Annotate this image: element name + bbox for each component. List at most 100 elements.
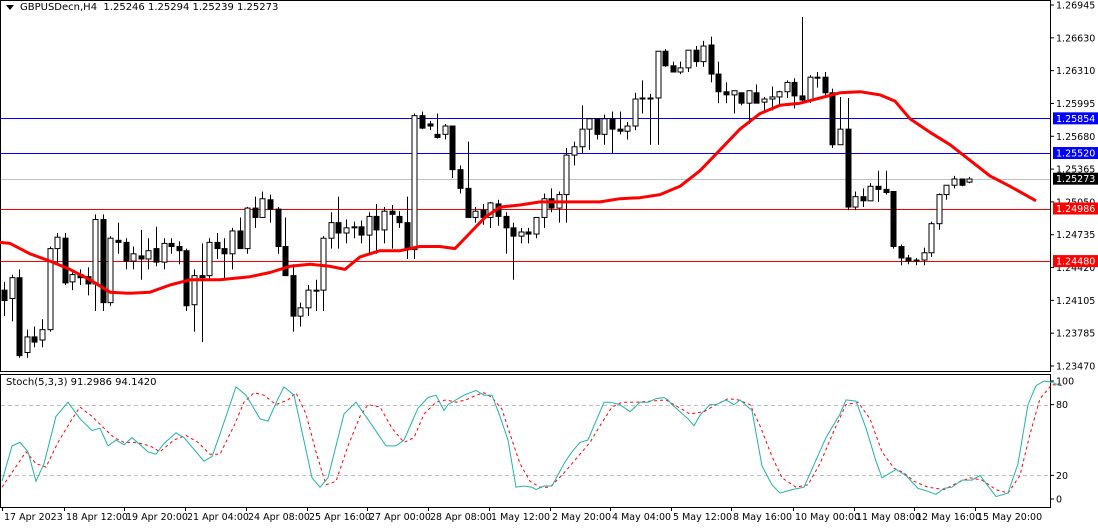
bear-candle <box>100 219 107 304</box>
bull-candle <box>39 329 46 341</box>
bull-candle <box>297 307 304 317</box>
stoch-tick-label: 0 <box>1056 495 1062 506</box>
bull-candle <box>518 231 525 237</box>
bull-candle <box>107 237 114 304</box>
bull-candle <box>244 207 251 250</box>
time-tick-label: 17 Apr 2023 <box>4 512 63 523</box>
price-level-label: 1.24986 <box>1056 204 1095 215</box>
bear-candle <box>267 199 274 210</box>
bull-candle <box>837 128 844 146</box>
bear-candle <box>275 208 282 248</box>
bear-candle <box>693 49 700 63</box>
bear-candle <box>791 81 798 97</box>
stoch-pane-border <box>0 374 1051 508</box>
price-level-label: 1.25520 <box>1056 149 1095 160</box>
bull-candle <box>229 230 236 255</box>
bear-candle <box>221 248 228 255</box>
bear-candle <box>548 198 555 209</box>
bear-candle <box>214 241 221 250</box>
bear-candle <box>860 196 867 202</box>
bear-candle <box>594 118 601 135</box>
bull-candle <box>928 223 935 254</box>
symbol-header: GBPUSDecn,H4 1.25246 1.25294 1.25239 1.2… <box>6 2 278 13</box>
bull-candle <box>381 210 388 231</box>
bear-candle <box>427 123 434 127</box>
time-tick-label: 28 Apr 08:00 <box>430 512 492 523</box>
bear-candle <box>845 128 852 208</box>
bear-candle <box>670 65 677 73</box>
bear-candle <box>875 185 882 190</box>
bear-candle <box>738 92 745 104</box>
price-tick-label: 1.26630 <box>1056 33 1095 44</box>
bull-candle <box>351 226 358 229</box>
stoch-tick-label: 100 <box>1056 377 1074 388</box>
time-tick-label: 25 Apr 16:00 <box>309 512 371 523</box>
bear-candle <box>176 246 183 252</box>
bear-candle <box>282 246 289 277</box>
bear-candle <box>358 226 365 236</box>
time-tick-label: 1 May 12:00 <box>491 512 550 523</box>
bear-candle <box>404 222 411 251</box>
price-level-label: 1.25273 <box>1056 174 1095 185</box>
symbol-name: GBPUSDecn,H4 <box>20 2 98 13</box>
price-level-label: 1.25854 <box>1056 114 1095 125</box>
bear-candle <box>883 188 890 194</box>
bear-candle <box>753 92 760 104</box>
bull-candle <box>601 118 608 135</box>
bull-candle <box>951 178 958 186</box>
bull-candle <box>305 289 312 309</box>
bull-candle <box>769 96 776 100</box>
bull-candle <box>921 252 928 261</box>
bear-candle <box>708 44 715 75</box>
bear-candle <box>715 73 722 93</box>
bull-candle <box>472 210 479 218</box>
price-level-tag <box>1053 202 1098 215</box>
bear-candle <box>16 277 23 357</box>
price-tick-label: 1.24105 <box>1056 296 1095 307</box>
bull-candle <box>161 242 168 263</box>
bull-candle <box>776 91 783 98</box>
bull-candle <box>731 90 738 96</box>
bull-candle <box>647 97 654 100</box>
bull-candle <box>639 97 646 100</box>
dropdown-triangle-icon[interactable] <box>6 4 14 10</box>
bull-candle <box>784 81 791 93</box>
stoch-tick-label: 20 <box>1056 471 1068 482</box>
time-tick-label: 18 Apr 12:00 <box>66 512 128 523</box>
stoch-signal-line <box>1 383 1063 494</box>
bear-candle <box>434 133 441 138</box>
bull-candle <box>328 222 335 239</box>
stoch-main-line <box>1 380 1061 498</box>
time-tick-label: 10 May 00:00 <box>795 512 860 523</box>
bull-candle <box>746 90 753 104</box>
time-tick-label: 12 May 16:00 <box>916 512 981 523</box>
bear-candle <box>662 50 669 67</box>
bull-candle <box>867 185 874 202</box>
price-tick-label: 1.26945 <box>1056 1 1095 12</box>
price-tick-label: 1.25365 <box>1056 165 1095 176</box>
bull-candle <box>632 98 639 127</box>
bull-candle <box>9 277 16 299</box>
bull-candle <box>145 250 152 260</box>
bull-candle <box>533 216 540 235</box>
bear-candle <box>890 190 897 248</box>
bull-candle <box>343 227 350 234</box>
bull-candle <box>579 128 586 148</box>
bull-candle <box>761 98 768 103</box>
bear-candle <box>449 125 456 171</box>
bull-candle <box>54 236 61 250</box>
bear-candle <box>153 248 160 263</box>
bull-candle <box>69 274 76 283</box>
time-tick-label: 2 May 20:00 <box>552 512 611 523</box>
bull-candle <box>541 198 548 218</box>
time-tick-label: 5 May 12:00 <box>673 512 732 523</box>
price-tick-label: 1.24735 <box>1056 230 1095 241</box>
bull-candle <box>966 178 973 183</box>
bear-candle <box>237 230 244 250</box>
bull-candle <box>700 45 707 63</box>
bear-candle <box>898 246 905 259</box>
time-tick-label: 24 Apr 08:00 <box>248 512 310 523</box>
bull-candle <box>814 76 821 79</box>
